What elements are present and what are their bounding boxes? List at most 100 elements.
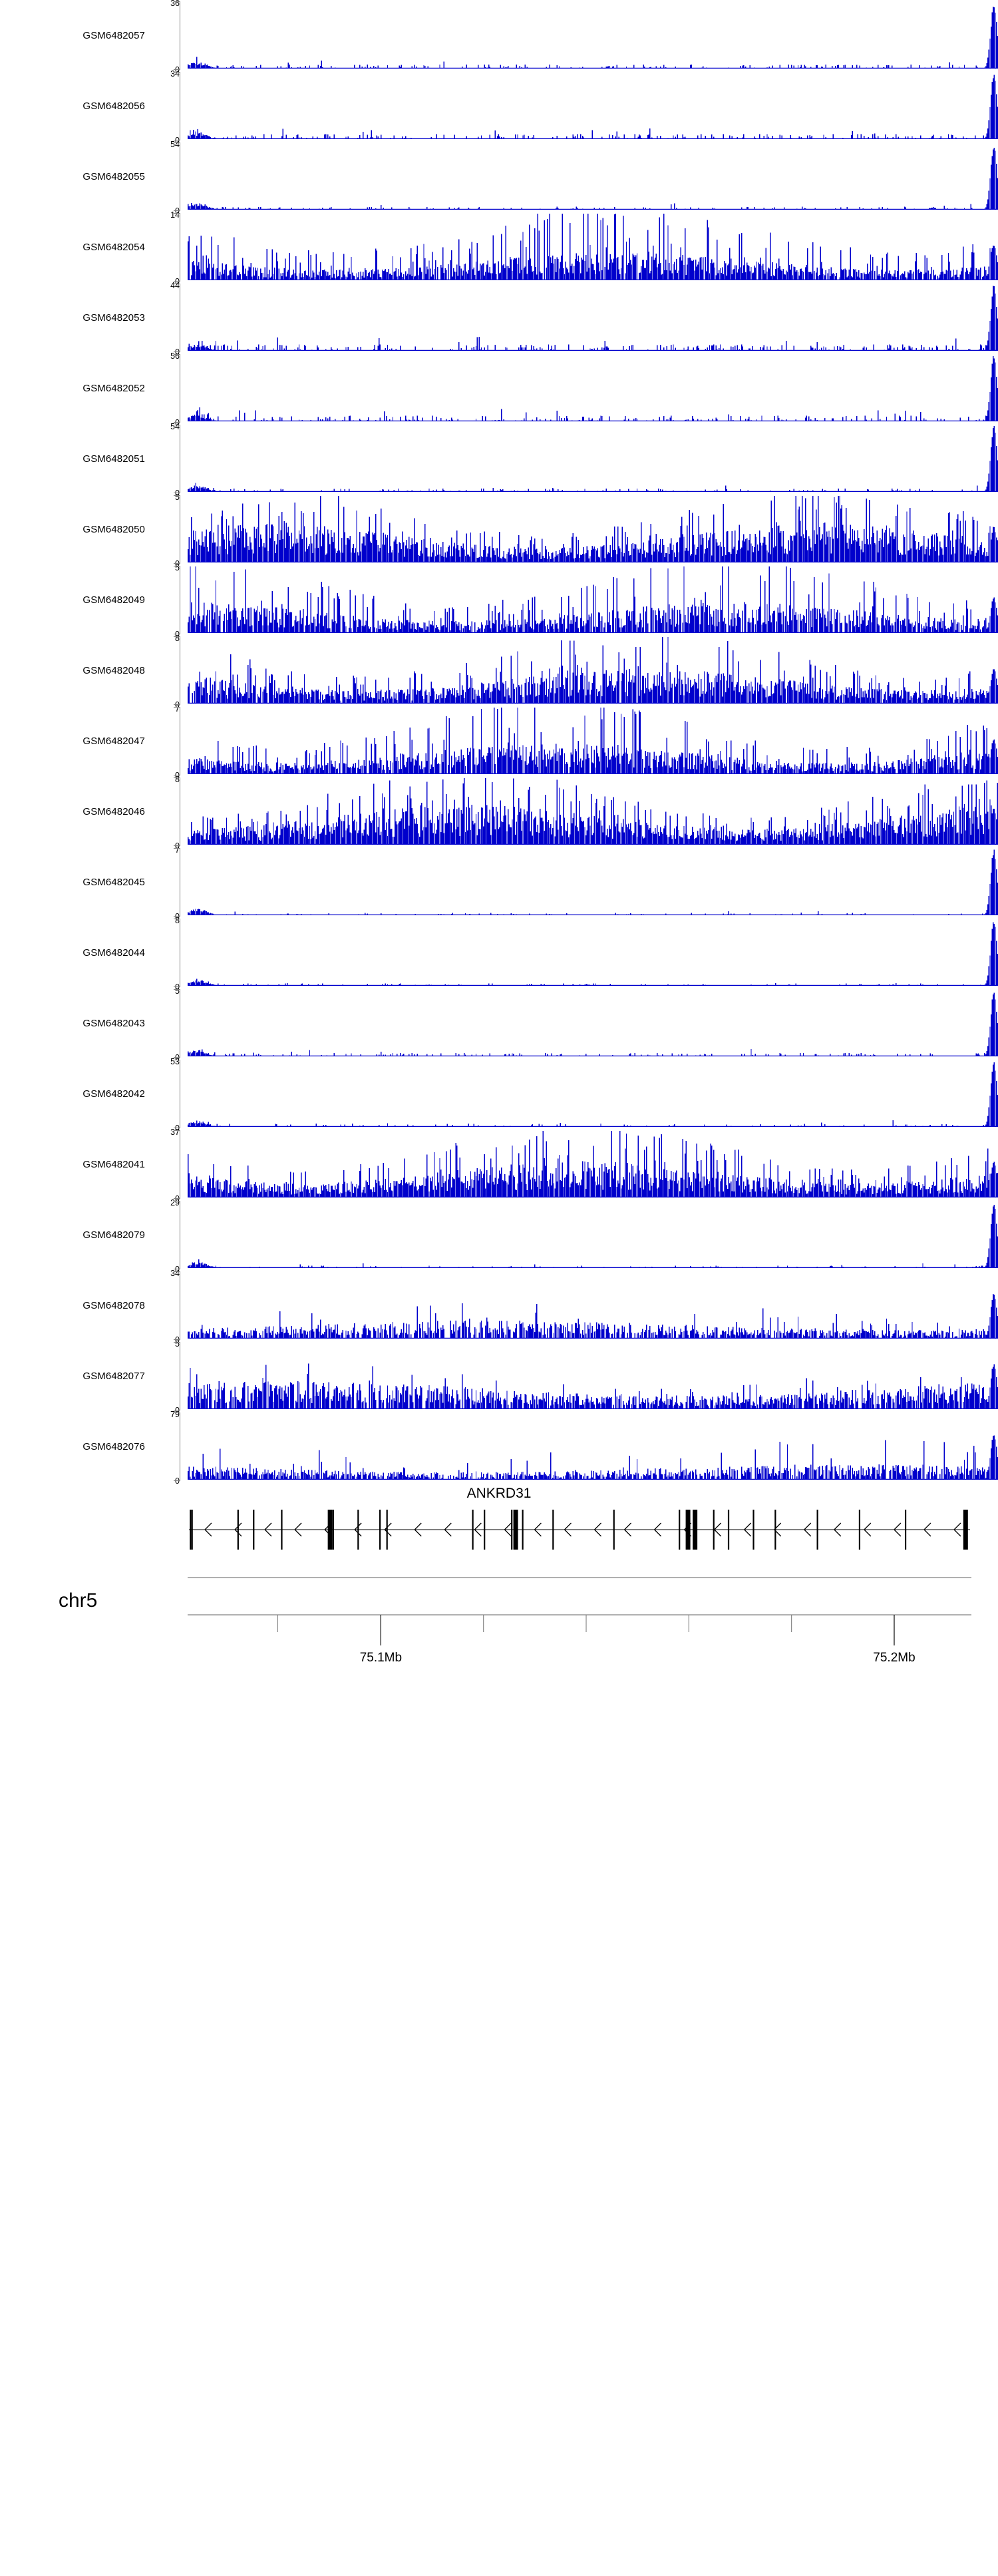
coverage-plot[interactable] [188,71,998,141]
track-label: GSM6482057 [83,29,145,41]
coverage-track[interactable]: GSM6482048 8 0 [0,634,998,709]
y-axis-max-label: 54 [170,422,180,431]
gene-exon [253,1510,255,1550]
coverage-plot[interactable] [188,917,998,988]
gene-exon [904,1510,907,1550]
strand-arrow-left-icon [234,1522,242,1537]
track-label: GSM6482041 [83,1158,145,1170]
y-axis-max-label: 36 [170,0,180,8]
coverage-track[interactable]: GSM6482041 37 0 [0,1128,998,1203]
genome-ruler[interactable]: 75.1Mb 75.2Mb [188,1574,971,1687]
track-label: GSM6482050 [83,523,145,535]
coverage-track[interactable]: GSM6482046 8 0 [0,775,998,850]
coverage-signal [188,496,998,562]
coverage-plot[interactable] [188,1058,998,1129]
gene-model-canvas[interactable] [188,1506,971,1554]
coverage-plot[interactable] [188,353,998,423]
track-label: GSM6482056 [83,100,145,112]
track-y-axis: 79 0 [153,1410,188,1485]
strand-arrow-left-icon [923,1522,931,1537]
coverage-plot[interactable] [188,0,998,71]
coverage-plot[interactable] [188,212,998,282]
coverage-plot[interactable] [188,1199,998,1270]
track-label: GSM6482051 [83,453,145,465]
coverage-signal [188,566,998,633]
coverage-track[interactable]: GSM6482042 53 0 [0,1058,998,1132]
coverage-signal [188,1204,998,1268]
gene-exon [386,1510,388,1550]
coverage-track[interactable]: GSM6482049 5 0 [0,564,998,638]
coverage-bars [188,214,998,280]
coverage-plot[interactable] [188,635,998,706]
coverage-track[interactable]: GSM6482078 34 0 [0,1269,998,1344]
y-axis-max-label: 44 [170,281,180,290]
coverage-plot[interactable] [188,1341,998,1411]
y-axis-bracket [174,1060,188,1128]
coverage-signal [188,708,998,774]
coverage-plot[interactable] [188,282,998,353]
y-axis-bracket [174,1,188,70]
genome-axis-row: chr5 75.1Mb 75.2Mb [0,1562,998,1695]
coverage-track[interactable]: GSM6482076 79 0 [0,1410,998,1485]
coverage-plot[interactable] [188,776,998,847]
track-label-cell: GSM6482054 [0,212,153,282]
coverage-track[interactable]: GSM6482056 34 0 [0,70,998,144]
coverage-plot[interactable] [188,141,998,212]
coverage-plot[interactable] [188,988,998,1058]
coverage-track[interactable]: GSM6482053 44 0 [0,281,998,356]
y-axis-max-label: 34 [170,1269,180,1278]
track-label-cell: GSM6482077 [0,1341,153,1411]
coverage-plot[interactable] [188,564,998,635]
coverage-track[interactable]: GSM6482050 5 0 [0,493,998,568]
gene-exon [685,1510,691,1550]
coverage-track[interactable]: GSM6482052 56 0 [0,352,998,427]
coverage-plot[interactable] [188,706,998,776]
coverage-signal [188,1062,998,1127]
y-axis-bracket [174,354,188,423]
coverage-signal [188,922,998,986]
coverage-track[interactable]: GSM6482044 8 0 [0,917,998,991]
strand-arrow-left-icon [294,1522,302,1537]
coverage-signal [188,992,998,1056]
coverage-plot[interactable] [188,1411,998,1482]
coverage-plot[interactable] [188,1270,998,1341]
coverage-track[interactable]: GSM6482055 54 0 [0,140,998,215]
strand-arrow-left-icon [534,1522,542,1537]
gene-exon [727,1510,730,1550]
coverage-track[interactable]: GSM6482057 36 0 [0,0,998,74]
track-label-cell: GSM6482048 [0,635,153,706]
coverage-track[interactable]: GSM6482051 54 0 [0,422,998,497]
gene-exon [774,1510,776,1550]
coverage-signal [188,426,998,492]
strand-arrow-left-icon [773,1522,782,1537]
coverage-track[interactable]: GSM6482077 5 0 [0,1340,998,1414]
track-label: GSM6482077 [83,1370,145,1382]
coverage-bars [188,496,998,562]
coverage-plot[interactable] [188,423,998,494]
track-label-cell: GSM6482042 [0,1058,153,1129]
coverage-plot[interactable] [188,847,998,917]
coverage-plot[interactable] [188,494,998,564]
y-axis-max-label: 8 [175,634,180,643]
y-axis-bracket [174,707,188,775]
coverage-bars [188,708,998,774]
track-label: GSM6482046 [83,805,145,817]
coverage-bars [188,778,998,845]
coverage-track[interactable]: GSM6482079 29 0 [0,1199,998,1273]
coverage-track[interactable]: GSM6482054 14 0 [0,211,998,286]
gene-track-row[interactable]: ANKRD31 [0,1482,998,1562]
coverage-plot[interactable] [188,1129,998,1199]
gene-exon [713,1510,715,1550]
coverage-track[interactable]: GSM6482045 7 0 [0,846,998,921]
gene-exon [752,1510,754,1550]
gene-exon [484,1510,486,1550]
coverage-track[interactable]: GSM6482043 5 0 [0,987,998,1062]
strand-arrow-left-icon [504,1522,512,1537]
gene-exon [357,1510,359,1550]
coverage-track[interactable]: GSM6482047 7 0 [0,705,998,779]
gene-exon [963,1510,968,1550]
gene-exon [858,1510,861,1550]
